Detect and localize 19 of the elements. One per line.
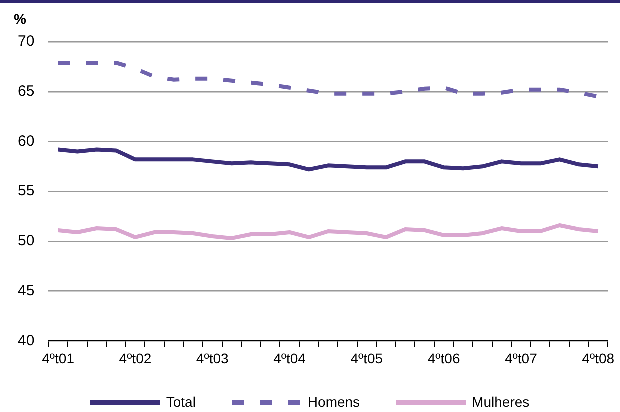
y-tick-label: 45 [18,282,35,300]
x-tick-label: 4ºt04 [274,350,306,366]
y-axis-title: % [14,10,27,27]
legend-label: Total [166,394,196,410]
x-tick-label: 4ºt06 [428,350,460,366]
x-tick-label: 4ºt08 [582,350,615,366]
x-tick-label: 4ºt01 [42,350,75,366]
x-tick-label: 4ºt03 [196,350,230,366]
x-tick-label: 4ºt05 [350,350,384,366]
y-tick-label: 40 [18,332,35,350]
y-tick-label: 55 [18,182,35,200]
legend-label: Homens [308,394,360,410]
x-tick-label: 4ºt02 [119,350,152,366]
y-tick-label: 50 [18,232,35,250]
legend-label: Mulheres [472,394,530,410]
y-tick-label: 60 [18,132,35,150]
y-tick-label: 65 [18,83,35,100]
x-tick-label: 4ºt07 [505,350,538,366]
y-tick-label: 70 [18,33,35,50]
